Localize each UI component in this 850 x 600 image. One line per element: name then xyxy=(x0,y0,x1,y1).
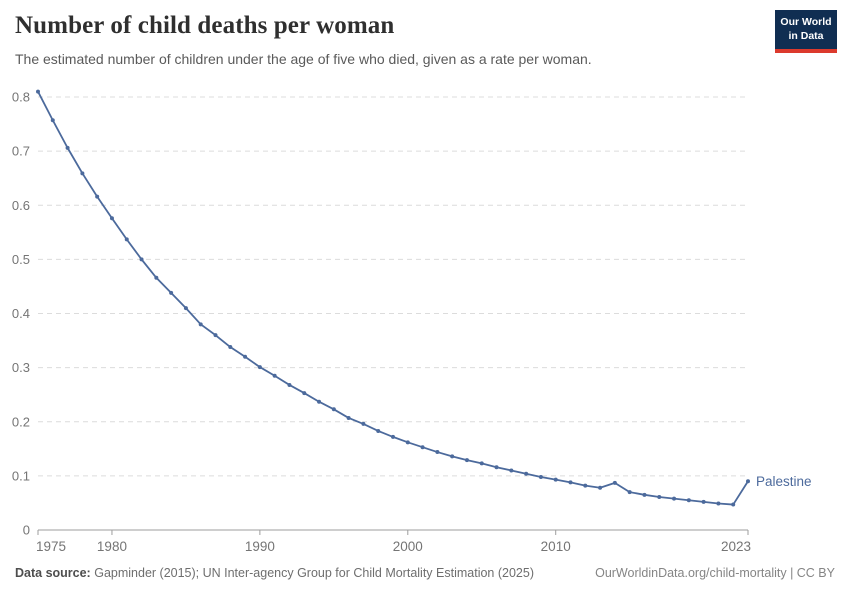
data-point[interactable] xyxy=(672,496,677,501)
data-point[interactable] xyxy=(109,216,114,221)
data-point[interactable] xyxy=(627,490,632,495)
data-point[interactable] xyxy=(479,461,484,466)
y-tick-label: 0 xyxy=(23,523,30,538)
gridlines xyxy=(38,96,748,531)
entity-label[interactable]: Palestine xyxy=(756,474,812,489)
data-point[interactable] xyxy=(553,477,558,482)
data-point[interactable] xyxy=(169,290,174,295)
data-point[interactable] xyxy=(450,454,455,459)
y-tick-label: 0.8 xyxy=(12,90,30,105)
y-tick-label: 0.7 xyxy=(12,144,30,159)
data-point[interactable] xyxy=(272,373,277,378)
data-point[interactable] xyxy=(50,118,55,123)
data-point[interactable] xyxy=(746,479,750,484)
data-point[interactable] xyxy=(302,391,307,396)
trend-line[interactable] xyxy=(37,90,749,506)
data-point[interactable] xyxy=(361,421,366,426)
data-point[interactable] xyxy=(464,458,469,463)
data-source-label: Data source: xyxy=(15,566,91,580)
x-axis: 1975 1980 1990 2000 2010 2023 xyxy=(36,530,751,554)
x-tick-label: 1975 xyxy=(36,539,66,554)
data-point[interactable] xyxy=(686,498,691,503)
y-axis-labels: 0 0.1 0.2 0.3 0.4 0.5 0.6 0.7 0.8 xyxy=(12,90,30,538)
data-point[interactable] xyxy=(405,440,410,445)
y-tick-label: 0.1 xyxy=(12,468,30,483)
data-point[interactable] xyxy=(198,322,203,327)
x-tick-label: 2023 xyxy=(721,539,751,554)
data-point[interactable] xyxy=(346,415,351,420)
data-point[interactable] xyxy=(391,434,395,439)
series-palestine[interactable]: Palestine xyxy=(36,89,812,507)
owid-link[interactable]: OurWorldinData.org/child-mortality | CC … xyxy=(595,566,835,580)
data-point[interactable] xyxy=(642,492,647,497)
data-point[interactable] xyxy=(95,194,100,199)
line-chart[interactable]: 0 0.1 0.2 0.3 0.4 0.5 0.6 0.7 0.8 1975 1980 1990 200… xyxy=(0,85,850,560)
data-point[interactable] xyxy=(154,275,159,280)
y-tick-label: 0.3 xyxy=(12,360,30,375)
data-point[interactable] xyxy=(657,494,662,499)
data-point[interactable] xyxy=(701,499,706,504)
owid-logo-line1: Our World xyxy=(780,16,832,28)
data-point[interactable] xyxy=(65,145,70,150)
data-source-note: Data source: Gapminder (2015); UN Inter-… xyxy=(15,566,534,580)
owid-logo[interactable]: Our World in Data xyxy=(775,10,837,54)
y-tick-label: 0.5 xyxy=(12,252,30,267)
data-point[interactable] xyxy=(716,501,721,506)
chart-footer: Data source: Gapminder (2015); UN Inter-… xyxy=(15,566,835,580)
data-point[interactable] xyxy=(376,428,381,433)
data-point[interactable] xyxy=(257,365,262,370)
data-point[interactable] xyxy=(435,450,440,455)
page-title: Number of child deaths per woman xyxy=(15,12,395,39)
data-point[interactable] xyxy=(420,445,425,450)
data-point[interactable] xyxy=(524,471,529,476)
y-tick-label: 0.2 xyxy=(12,414,30,429)
x-tick-label: 1980 xyxy=(97,539,127,554)
data-point[interactable] xyxy=(598,485,603,490)
data-point[interactable] xyxy=(731,502,736,507)
owid-logo-line2: in Data xyxy=(788,29,824,42)
data-point[interactable] xyxy=(80,171,85,176)
data-source-text: Gapminder (2015); UN Inter-agency Group … xyxy=(94,566,534,580)
data-point[interactable] xyxy=(583,483,588,488)
owid-logo-red-bar xyxy=(775,49,837,54)
data-point[interactable] xyxy=(36,89,40,94)
y-tick-label: 0.4 xyxy=(12,306,30,321)
data-point[interactable] xyxy=(494,465,499,470)
x-tick-label: 1990 xyxy=(245,539,275,554)
data-point[interactable] xyxy=(139,257,144,262)
data-point[interactable] xyxy=(509,468,514,473)
data-point[interactable] xyxy=(243,354,248,359)
data-point[interactable] xyxy=(612,480,617,485)
data-point[interactable] xyxy=(228,345,233,350)
y-tick-label: 0.6 xyxy=(12,198,30,213)
page-subtitle: The estimated number of children under t… xyxy=(15,51,592,67)
data-point[interactable] xyxy=(331,407,336,412)
data-point[interactable] xyxy=(213,333,218,338)
data-point[interactable] xyxy=(183,306,188,311)
data-point[interactable] xyxy=(287,382,292,387)
data-point[interactable] xyxy=(317,399,322,404)
x-tick-label: 2000 xyxy=(393,539,423,554)
x-tick-label: 2010 xyxy=(541,539,571,554)
data-point[interactable] xyxy=(538,474,543,479)
data-point[interactable] xyxy=(124,237,129,242)
data-point[interactable] xyxy=(568,480,573,485)
